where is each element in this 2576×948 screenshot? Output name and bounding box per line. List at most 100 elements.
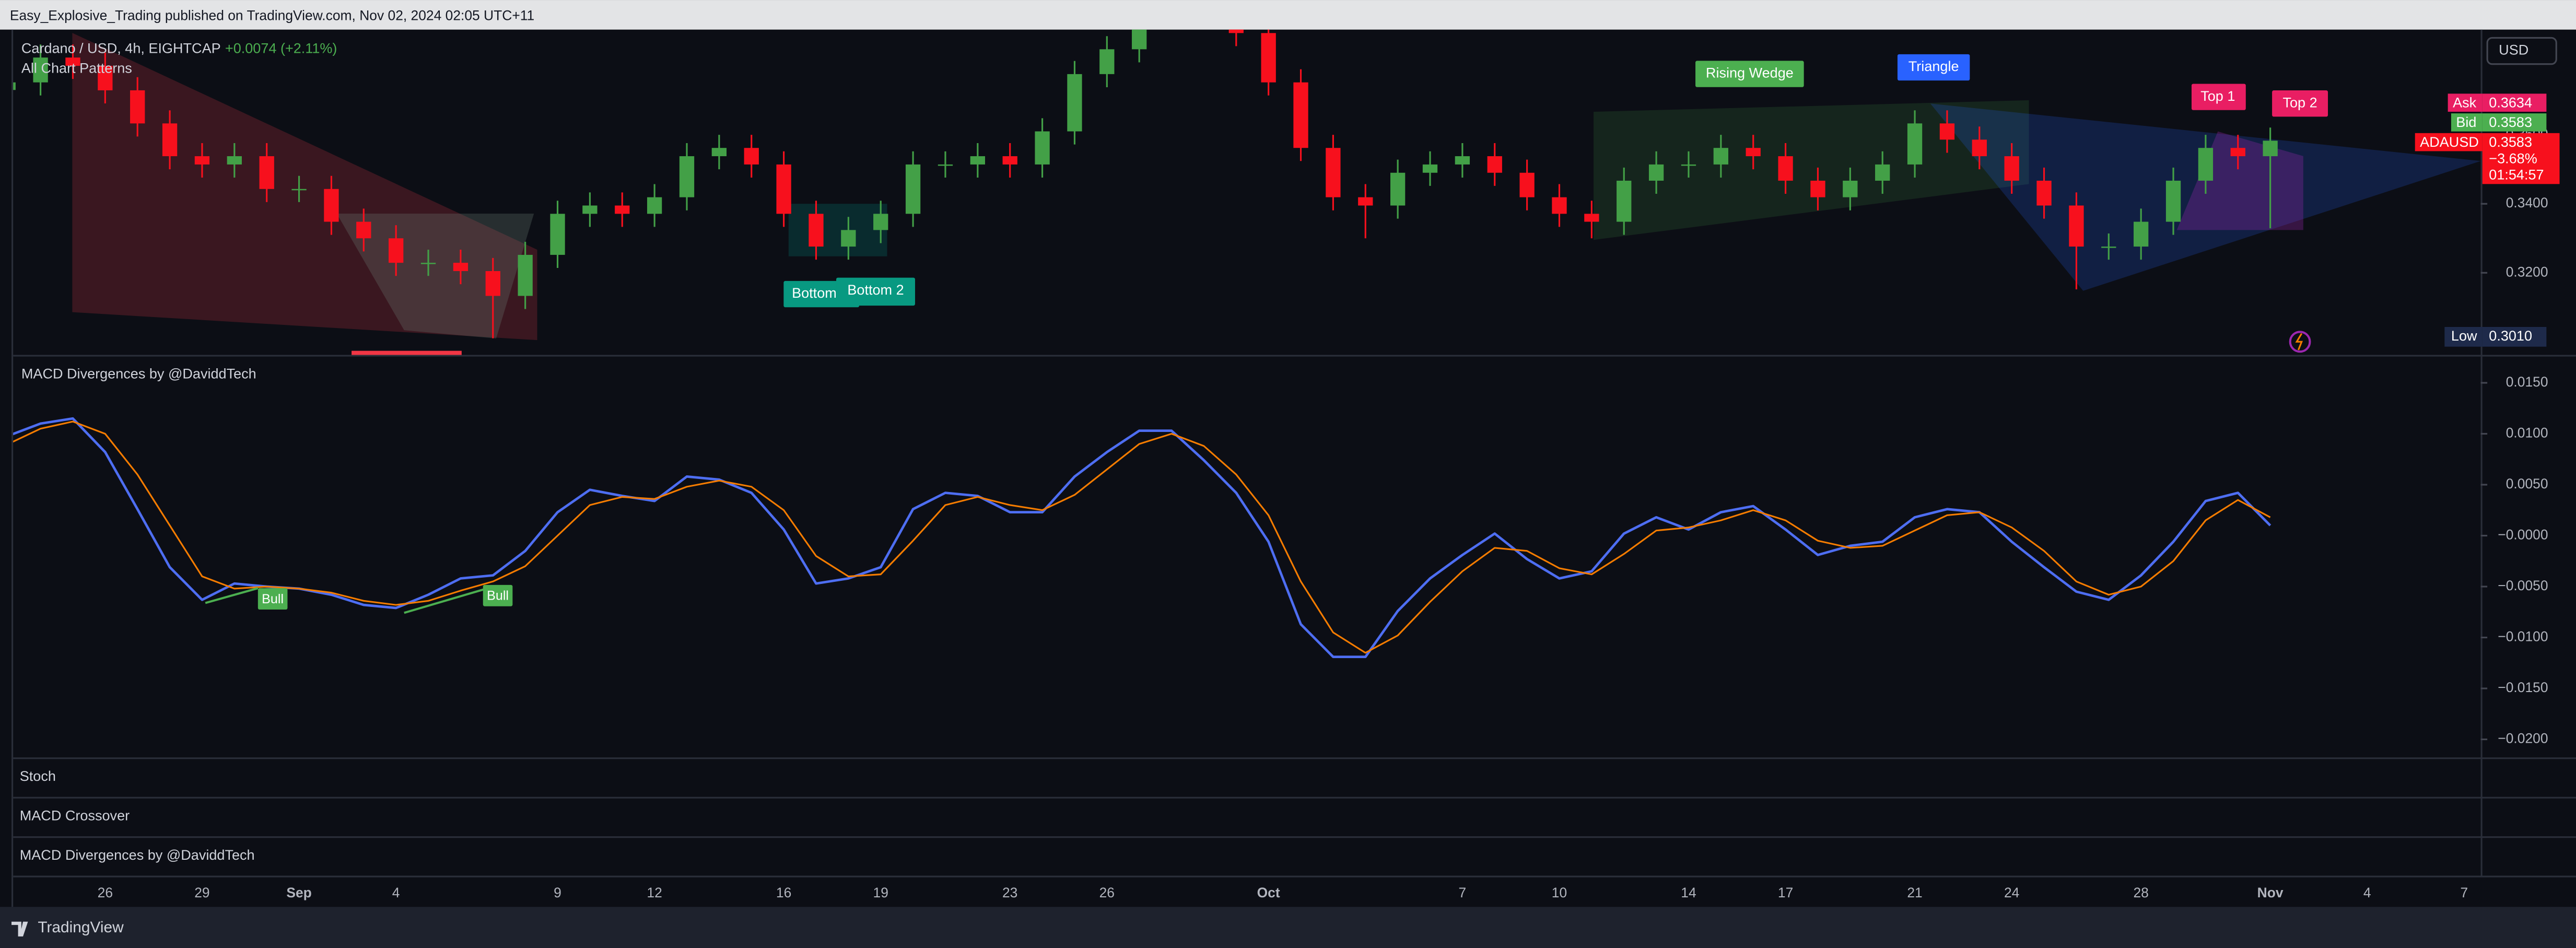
x-tick-label: 10 — [1552, 885, 1567, 900]
candle-body — [1422, 164, 1438, 173]
candle-body — [1584, 214, 1599, 222]
candle-body — [1390, 172, 1406, 206]
last-change: −3.68% — [2489, 150, 2537, 166]
candle-body — [647, 197, 662, 214]
candle-body — [485, 271, 500, 296]
pattern-label: Rising Wedge — [1706, 65, 1794, 81]
candle-body — [1648, 164, 1664, 181]
header-bar — [0, 0, 2576, 30]
candle-body — [1455, 156, 1470, 165]
candle-body — [809, 214, 824, 247]
candle-body — [873, 214, 888, 230]
pattern-label: Top 2 — [2282, 95, 2317, 110]
pattern-label-bg — [1897, 54, 1970, 81]
divergence-label: Bull — [487, 588, 509, 603]
candle-body — [2134, 221, 2149, 247]
candle-body — [938, 164, 953, 166]
low-label: Low — [2451, 328, 2477, 344]
macd-line — [13, 420, 2271, 654]
macd-title: MACD Divergences by @DaviddTech — [21, 366, 256, 381]
low-value: 0.3010 — [2489, 328, 2532, 344]
candle-body — [744, 148, 759, 165]
y-tick-label: −0.0150 — [2498, 680, 2548, 695]
currency-button[interactable] — [2486, 37, 2557, 65]
event-icon-bolt — [2295, 333, 2303, 350]
candle-body — [582, 205, 598, 214]
candle-body — [1552, 197, 1567, 214]
candle-body — [2036, 180, 2052, 206]
candle-body — [615, 205, 630, 214]
x-tick-label: 26 — [1099, 885, 1115, 900]
candle-body — [776, 164, 791, 214]
legend-indicator: All Chart Patterns — [21, 60, 132, 76]
candle-body — [905, 164, 921, 214]
currency-label[interactable]: USD — [2499, 42, 2528, 58]
x-tick-label: 21 — [1907, 885, 1922, 900]
last-price: 0.3583 — [2489, 134, 2532, 150]
x-tick-label: 17 — [1778, 885, 1793, 900]
candle-body — [1939, 123, 1955, 140]
ask-value: 0.3634 — [2489, 95, 2532, 110]
pattern-label-bg — [2272, 90, 2328, 117]
x-tick-label: Oct — [1257, 885, 1280, 900]
candle-body — [1746, 148, 1761, 157]
symbol-label: ADAUSD — [2420, 134, 2479, 150]
candle-body — [291, 189, 307, 191]
pattern-label: Triangle — [1908, 58, 1959, 74]
candle-body — [130, 90, 145, 124]
candle-body — [1487, 156, 1502, 173]
footer-brand: TradingView — [38, 919, 124, 936]
candle-body — [389, 238, 404, 263]
x-tick-label: Nov — [2257, 885, 2284, 900]
candle-body — [453, 263, 469, 271]
candle-body — [1326, 148, 1341, 197]
x-tick-label: 24 — [2004, 885, 2019, 900]
candle-body — [1358, 197, 1373, 206]
candle-body — [1778, 156, 1793, 181]
pattern-label-bg — [2191, 84, 2246, 110]
y-tick-label: 0.0150 — [2506, 374, 2548, 390]
divergence-lines — [205, 587, 488, 614]
x-tick-label: 4 — [2363, 885, 2371, 900]
y-tick-label: 0.0050 — [2506, 476, 2548, 491]
event-icon[interactable] — [2289, 331, 2311, 353]
price-labels — [2415, 93, 2560, 347]
candle-body — [970, 156, 985, 165]
divergence-label-bg — [483, 584, 513, 606]
legend-change: +0.0074 (+2.11%) — [225, 41, 337, 56]
candle-body — [33, 57, 48, 83]
pane-title: Stoch — [20, 768, 56, 784]
y-tick-label: 0.3400 — [2506, 195, 2548, 210]
candle-body — [1713, 148, 1729, 165]
candle-body — [1972, 139, 1987, 157]
x-tick-label: 19 — [873, 885, 888, 900]
pane-title: MACD Divergences by @DaviddTech — [20, 847, 255, 863]
candle-body — [1261, 33, 1276, 83]
bid-value: 0.3583 — [2489, 114, 2532, 130]
x-tick-label: 29 — [194, 885, 209, 900]
candle-body — [420, 263, 436, 264]
pattern-label: Top 1 — [2200, 88, 2235, 104]
x-tick-label: Sep — [286, 885, 311, 900]
y-tick-label: 0.3200 — [2506, 264, 2548, 279]
candle-body — [1293, 82, 1308, 148]
footer-bar — [0, 907, 2576, 948]
candle-body — [518, 254, 533, 296]
candle-body — [13, 82, 16, 90]
candle-body — [1617, 180, 1632, 222]
countdown: 01:54:57 — [2489, 167, 2544, 183]
candle-body — [1132, 29, 1147, 50]
candle-body — [1002, 156, 1017, 165]
candle-body — [162, 123, 178, 157]
candle-body — [1907, 123, 1923, 165]
x-tick-label: 14 — [1681, 885, 1696, 900]
macd-lines — [13, 417, 2271, 658]
candle-body — [2263, 141, 2278, 157]
candle-body — [1099, 49, 1115, 74]
pane-title: MACD Crossover — [20, 807, 130, 823]
candle-body — [711, 148, 727, 157]
candle-body — [1843, 180, 1858, 197]
candle-body — [194, 156, 210, 165]
pattern-label: Bottom 2 — [847, 282, 904, 298]
